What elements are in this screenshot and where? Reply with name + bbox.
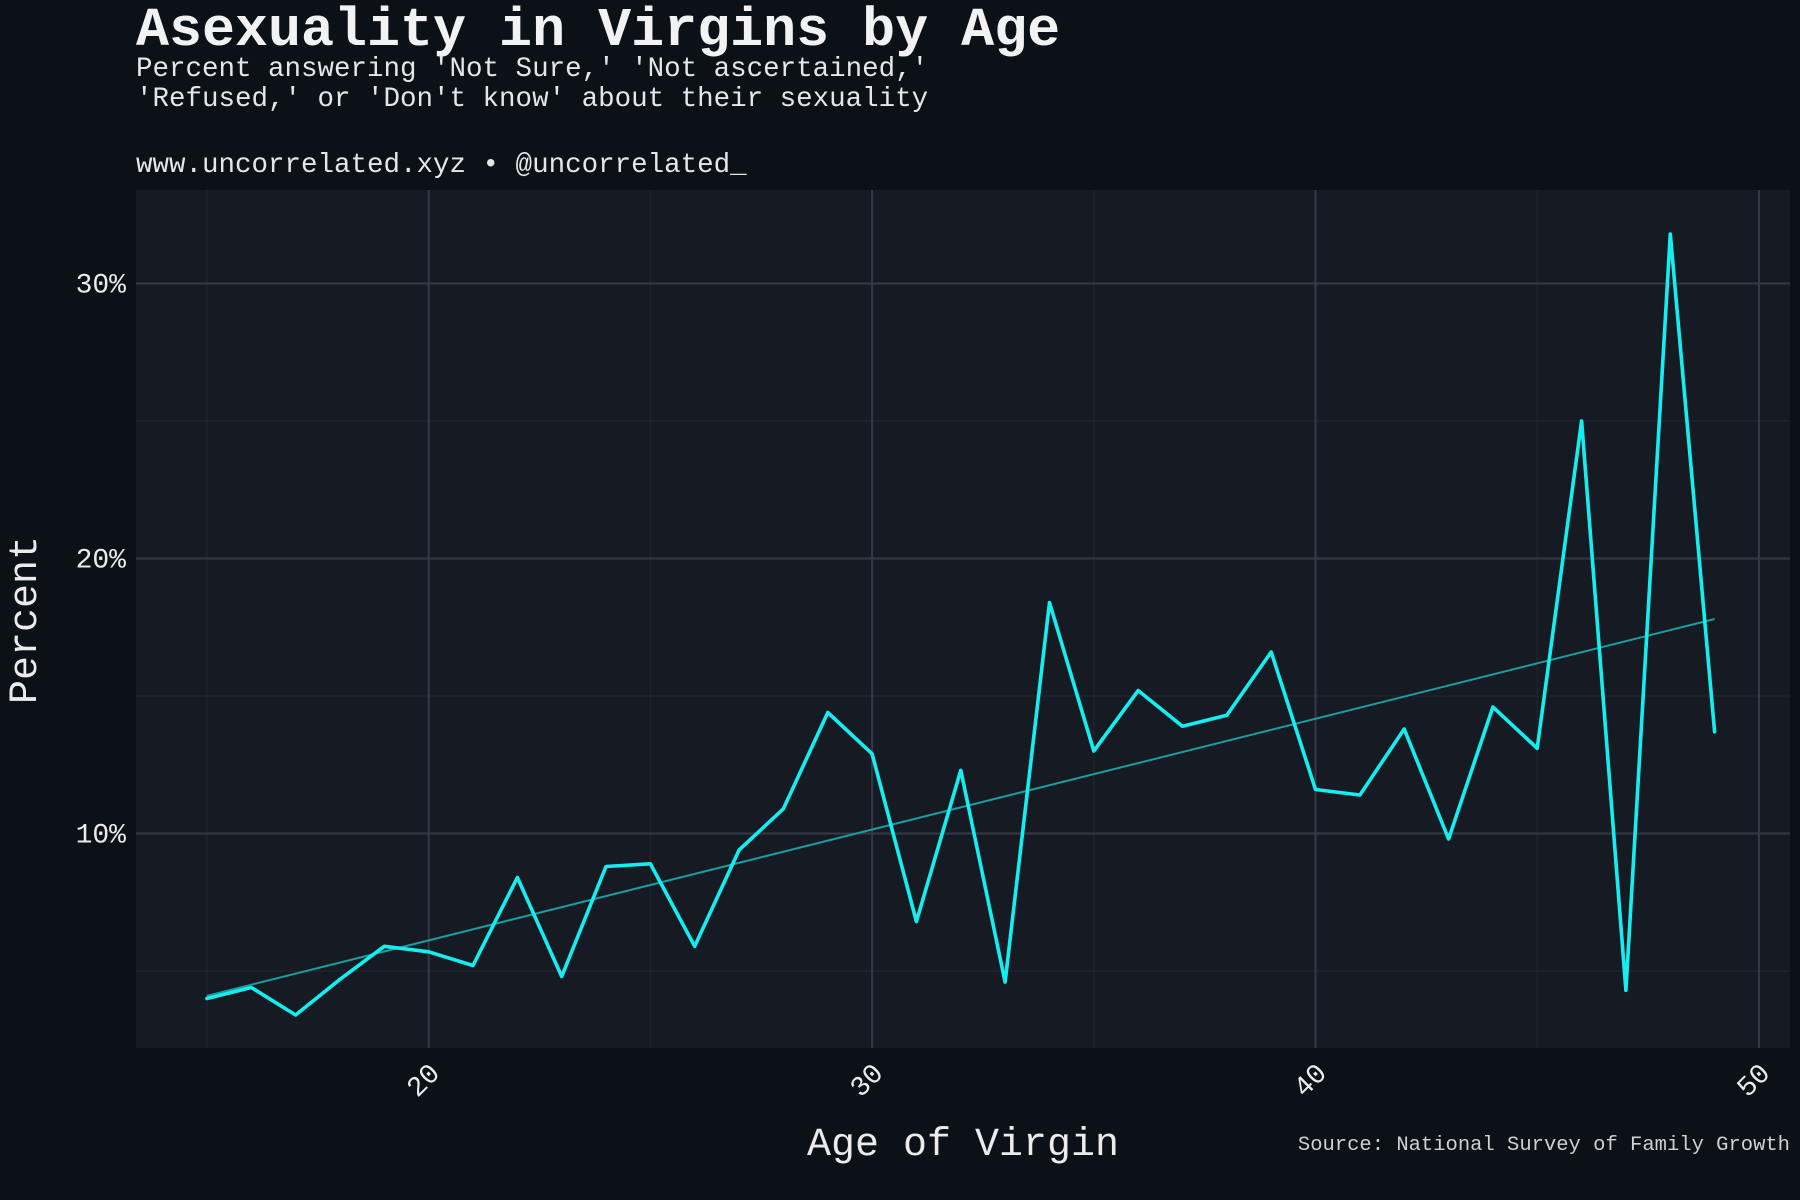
grid-major <box>136 190 1790 1048</box>
x-tick-label: 30 <box>845 1059 891 1105</box>
trend-line <box>206 618 1715 997</box>
chart-byline: www.uncorrelated.xyz • @uncorrelated_ <box>136 150 747 181</box>
x-axis-label: Age of Virgin <box>807 1123 1119 1168</box>
source-caption: Source: National Survey of Family Growth <box>1297 1134 1790 1157</box>
chart-subtitle-line-1: Percent answering 'Not Sure,' 'Not ascer… <box>136 54 929 85</box>
x-tick-label: 40 <box>1289 1059 1335 1105</box>
y-axis-label: Percent <box>4 536 49 704</box>
x-tick-label: 50 <box>1732 1059 1778 1105</box>
grid-minor <box>136 190 1790 1048</box>
x-axis-ticks: 20 30 40 50 <box>402 1059 1778 1105</box>
y-tick-label: 10% <box>76 821 127 852</box>
y-tick-label: 30% <box>76 271 127 302</box>
series-layer <box>205 232 1717 1017</box>
trend-layer <box>206 618 1715 997</box>
chart-title: Asexuality in Virgins by Age <box>136 0 1061 62</box>
plot-panel <box>136 190 1790 1048</box>
chart-subtitle-line-2: 'Refused,' or 'Don't know' about their s… <box>136 84 929 115</box>
series-line-0 <box>205 232 1717 1017</box>
x-tick-label: 20 <box>402 1059 448 1105</box>
y-axis-ticks: 10% 20% 30% <box>76 271 127 852</box>
y-tick-label: 20% <box>76 546 127 577</box>
